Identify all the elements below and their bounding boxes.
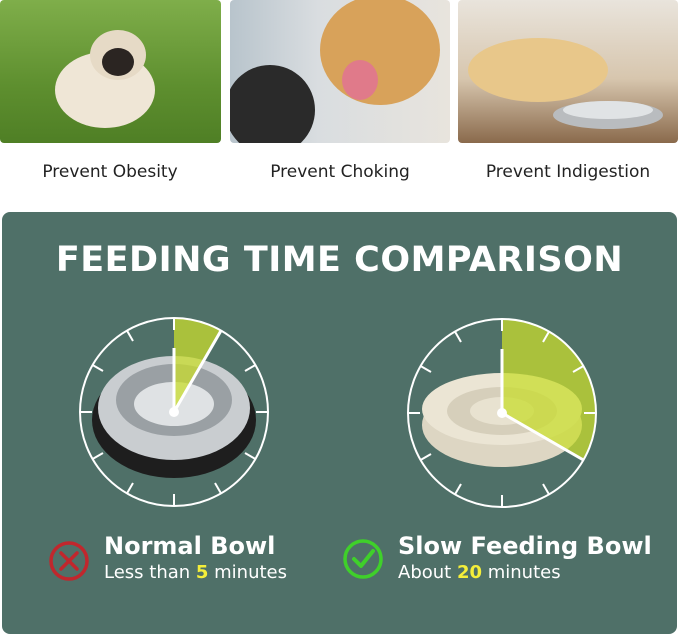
clock-tick [420, 453, 432, 461]
normal-time-value: 5 [195, 562, 209, 583]
normal-bowl-clock [79, 317, 269, 507]
normal-bowl-label: Normal Bowl Less than 5 minutes [104, 532, 287, 583]
caption-obesity: Prevent Obesity [42, 162, 178, 182]
clock-hand-end [172, 329, 223, 413]
clock-tick [126, 330, 134, 342]
pug-photo [0, 0, 221, 143]
elapsed-time-wedge [174, 318, 221, 412]
caption-choking: Prevent Choking [270, 162, 410, 182]
slow-time-suffix: minutes [482, 562, 561, 583]
dog-choking-photo [230, 0, 450, 143]
clock-tick [214, 482, 222, 494]
clock-tick [126, 482, 134, 494]
normal-time-suffix: minutes [208, 562, 288, 583]
check-circle-icon [343, 539, 383, 579]
clock-hand-end [501, 411, 585, 462]
clock-tick [244, 364, 256, 372]
slow-bowl-label: Slow Feeding Bowl About 20 minutes [398, 532, 652, 583]
comparison-title: FEEDING TIME COMPARISON [55, 240, 624, 280]
clock-tick [454, 331, 462, 343]
clock-tick [92, 452, 104, 460]
clock-tick [244, 452, 256, 460]
clock-tick [420, 365, 432, 373]
clock-tick [542, 483, 550, 495]
dog-bowl-photo [458, 0, 678, 143]
clock-tick [454, 483, 462, 495]
clock-tick [542, 331, 550, 343]
elapsed-time-wedge [502, 319, 596, 460]
clock-tick [572, 365, 584, 373]
normal-bowl-name: Normal Bowl [104, 532, 276, 560]
caption-indigestion: Prevent Indigestion [485, 162, 651, 182]
x-circle-icon [49, 541, 89, 581]
clock-center [497, 408, 507, 418]
clock-center [169, 407, 179, 417]
slow-time-prefix: About [398, 562, 457, 583]
slow-time-value: 20 [456, 562, 483, 583]
slow-bowl-name: Slow Feeding Bowl [398, 532, 652, 560]
normal-time-prefix: Less than [104, 562, 196, 583]
slow-bowl-clock [407, 318, 597, 508]
clock-tick [92, 364, 104, 372]
